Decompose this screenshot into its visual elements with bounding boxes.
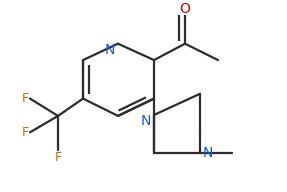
Text: F: F [22, 92, 29, 105]
Text: N: N [105, 43, 115, 57]
Text: F: F [22, 126, 29, 139]
Text: N: N [203, 146, 213, 161]
Text: O: O [180, 2, 191, 16]
Text: F: F [55, 151, 62, 164]
Text: N: N [141, 114, 151, 128]
